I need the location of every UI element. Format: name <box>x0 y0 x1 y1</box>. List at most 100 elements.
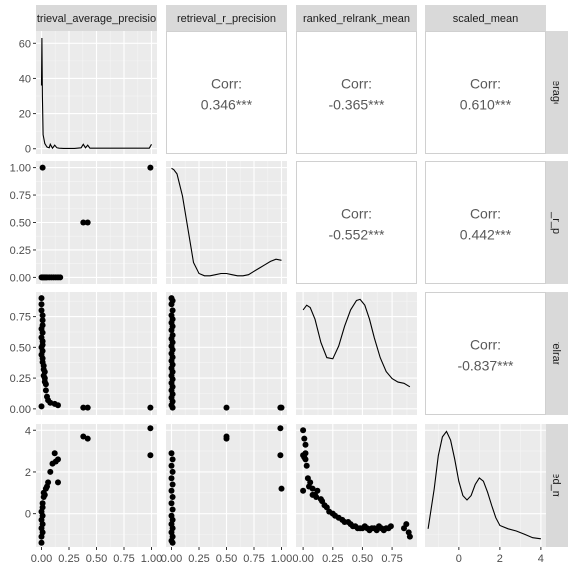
panel-r4-c2 <box>166 424 287 547</box>
scatter-point <box>57 274 64 281</box>
correlation-label: Corr: <box>470 76 501 92</box>
panel-r2-c3: Corr: -0.552*** <box>296 161 417 284</box>
correlation-label: Corr: <box>470 337 501 353</box>
scatter-point <box>169 506 176 513</box>
scatter-point <box>168 475 175 482</box>
scatter-point <box>169 404 176 411</box>
density-curve <box>171 167 282 277</box>
correlation-label: Corr: <box>211 76 242 92</box>
scatter-point <box>278 485 285 492</box>
x-tick-label: 0.50 <box>352 553 373 565</box>
row-strip-background <box>546 31 568 154</box>
scatter-point <box>319 498 326 505</box>
row-strip-1: trieval_average_precisio <box>546 31 568 154</box>
correlation-value: 0.610*** <box>460 97 512 113</box>
column-strip-label: scaled_mean <box>453 13 518 25</box>
gridlines <box>166 161 287 284</box>
gridlines <box>166 292 287 415</box>
scatter-points <box>38 425 154 546</box>
correlation-value: 0.346*** <box>201 97 253 113</box>
column-strip-background <box>425 5 546 31</box>
column-strip-2: retrieval_r_precision <box>166 5 287 31</box>
scatter-point <box>313 494 320 500</box>
correlation-panel-background <box>425 292 546 415</box>
panel-r2-c1 <box>36 161 157 284</box>
x-axis-col-1: 0.00 0.25 0.50 0.75 1.00 <box>31 547 162 565</box>
density-curve <box>427 430 541 540</box>
scatter-point <box>306 483 312 490</box>
panel-r3-c3 <box>296 292 417 415</box>
y-tick-label: 0.50 <box>10 218 31 230</box>
y-tick-label: 0.00 <box>10 272 31 284</box>
panel-r1-c4: Corr: 0.610*** <box>425 31 546 154</box>
panel-r2-c2 <box>166 161 287 284</box>
x-axis-col-3: 0.00 0.25 0.50 0.75 <box>292 547 403 565</box>
scatter-point <box>277 452 284 459</box>
scatter-points <box>168 425 285 546</box>
density-curve <box>40 37 152 150</box>
correlation-panel-background <box>296 161 417 284</box>
row-strip-2: retrieval_r_precision <box>546 161 568 284</box>
y-tick-label: 0.50 <box>10 342 31 354</box>
scatter-point <box>223 435 230 442</box>
x-tick-label: 0.75 <box>381 553 402 565</box>
panel-r4-c3 <box>296 424 417 547</box>
gridlines <box>296 292 417 415</box>
scatter-point <box>39 329 46 336</box>
scatter-point <box>302 450 309 457</box>
x-tick-label: 2 <box>497 553 503 565</box>
correlation-value: -0.837*** <box>457 358 514 374</box>
correlation-value: -0.552*** <box>328 227 385 243</box>
scatter-point <box>278 404 285 411</box>
scatter-point <box>223 404 230 411</box>
panel-r1-c3: Corr: -0.365*** <box>296 31 417 154</box>
correlation-panel-background <box>425 161 546 284</box>
scatter-point <box>302 441 309 448</box>
scatter-point <box>168 462 175 469</box>
scatter-point <box>168 487 175 494</box>
panel-r2-c4: Corr: 0.442*** <box>425 161 546 284</box>
panel-r1-c1 <box>36 31 157 154</box>
correlation-label: Corr: <box>341 206 372 222</box>
y-axis-row-2: 0.00 0.25 0.50 0.75 1.00 <box>10 163 36 284</box>
scatter-point <box>41 491 48 498</box>
y-tick-label: 0 <box>25 144 31 156</box>
scatter-point <box>39 312 46 319</box>
x-tick-label: 0.00 <box>161 553 182 565</box>
y-axis-row-3: 0.00 0.25 0.50 0.75 <box>10 312 36 416</box>
panel-background <box>296 292 417 415</box>
density-curve <box>302 298 411 388</box>
gridlines <box>296 424 417 547</box>
gridlines <box>36 424 157 547</box>
scatter-point <box>84 435 91 442</box>
y-tick-label: 0.75 <box>10 312 31 324</box>
column-strip-3: ranked_relrank_mean <box>296 5 417 31</box>
scatter-point <box>277 425 284 432</box>
scatter-point <box>45 479 52 486</box>
scatter-point <box>42 387 49 394</box>
row-strip-background <box>546 161 568 284</box>
y-tick-label: 20 <box>19 109 31 121</box>
y-tick-label: 0.75 <box>10 190 31 202</box>
scatter-points <box>300 427 413 540</box>
scatter-point <box>169 481 176 488</box>
y-tick-label: 40 <box>19 73 31 85</box>
scatter-point <box>300 487 307 494</box>
row-strip-label: ranked_relrank_mean <box>550 300 562 407</box>
scatter-point <box>169 456 176 463</box>
x-tick-label: 1.00 <box>141 553 162 565</box>
scatter-point <box>169 307 176 314</box>
y-tick-label: 2 <box>25 467 31 479</box>
column-strip-background <box>166 5 287 31</box>
x-tick-label: 0.50 <box>86 553 107 565</box>
scatter-point <box>55 479 61 486</box>
row-strip-background <box>546 292 568 415</box>
y-tick-label: 1.00 <box>10 163 31 175</box>
scatter-point <box>168 327 175 334</box>
panel-r4-c4 <box>425 424 546 547</box>
x-tick-label: 1.00 <box>271 553 292 565</box>
row-strip-4: scaled_mean <box>546 424 568 547</box>
y-tick-label: 60 <box>19 38 31 50</box>
x-tick-label: 0.50 <box>216 553 237 565</box>
